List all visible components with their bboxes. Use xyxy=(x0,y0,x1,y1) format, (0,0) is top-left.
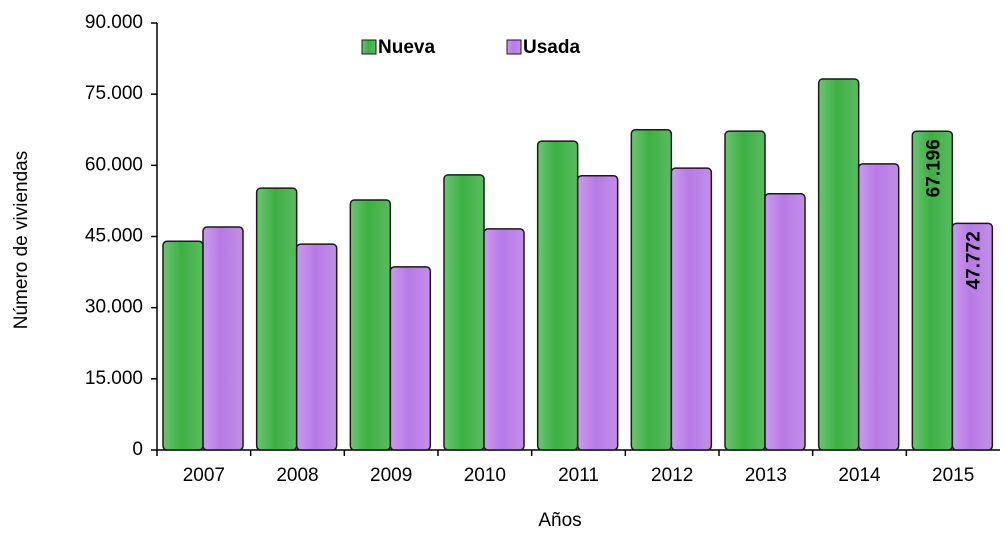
y-tick-label: 90.000 xyxy=(85,12,143,33)
bar xyxy=(389,266,432,451)
bar xyxy=(162,240,204,451)
bar xyxy=(349,199,392,451)
legend-label: Usada xyxy=(523,37,580,58)
y-axis-title: Número de viviendas xyxy=(11,151,32,329)
x-axis-title: Años xyxy=(538,510,581,531)
bar xyxy=(536,140,579,451)
bar xyxy=(483,228,525,451)
bar xyxy=(764,193,806,451)
x-tick-label: 2015 xyxy=(932,465,974,486)
x-tick-label: 2009 xyxy=(370,465,412,486)
x-tick-label: 2007 xyxy=(183,465,225,486)
x-tick-label: 2014 xyxy=(838,465,881,486)
y-tick-label: 30.000 xyxy=(85,297,143,318)
legend-swatch xyxy=(361,39,377,55)
bar xyxy=(202,226,244,451)
y-tick-label: 15.000 xyxy=(85,368,143,389)
value-label: 67.196 xyxy=(923,139,944,197)
x-tick-label: 2013 xyxy=(745,465,787,486)
bar xyxy=(951,222,994,451)
bar xyxy=(576,175,619,451)
legend-label: Nueva xyxy=(378,37,435,58)
bar xyxy=(857,163,900,451)
x-tick-label: 2011 xyxy=(558,465,599,486)
bar xyxy=(255,187,298,451)
value-label: 47.772 xyxy=(963,231,984,289)
bar xyxy=(670,167,713,451)
y-tick-label: 0 xyxy=(132,439,143,460)
x-tick-label: 2008 xyxy=(276,465,318,486)
bar xyxy=(630,129,673,451)
y-tick-label: 60.000 xyxy=(85,154,143,175)
bar xyxy=(295,243,338,451)
x-tick-label: 2010 xyxy=(464,465,506,486)
y-tick-label: 45.000 xyxy=(85,226,143,247)
x-tick-label: 2012 xyxy=(651,465,693,486)
legend-swatch xyxy=(506,39,522,55)
y-tick-label: 75.000 xyxy=(85,83,143,104)
bar xyxy=(443,174,485,451)
bar xyxy=(724,130,766,451)
bar xyxy=(817,78,860,451)
